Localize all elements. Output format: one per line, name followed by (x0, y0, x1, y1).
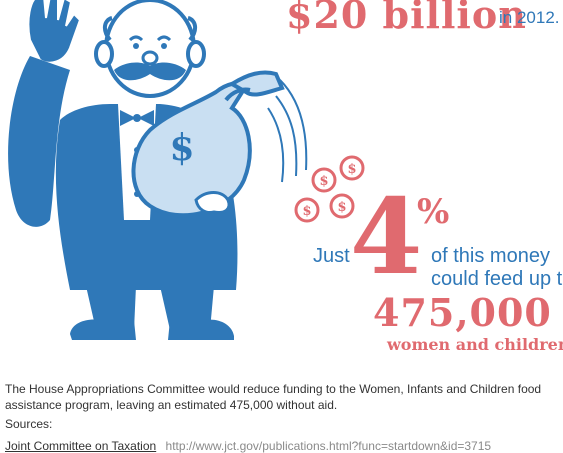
caption-text: The House Appropriations Committee would… (5, 382, 542, 412)
left-arm (8, 56, 70, 227)
coin-icon: $ (294, 197, 320, 223)
just-label: Just (313, 245, 350, 267)
svg-text:$: $ (319, 174, 328, 189)
mustached-man-illustration: $ $ $ $ $ (8, 0, 365, 340)
source-link[interactable]: Joint Committee on Taxation (5, 439, 157, 453)
bag-dollar-symbol: $ (169, 127, 194, 169)
money-bag-icon: $ (131, 70, 285, 218)
percent-sign: % (417, 192, 450, 232)
right-leg (160, 286, 214, 330)
svg-text:$: $ (302, 204, 311, 219)
svg-text:$: $ (347, 162, 356, 177)
left-leg (86, 286, 136, 330)
headline-amount: $20 billion (286, 0, 527, 37)
women-children-label: women and children. (387, 335, 563, 354)
big-percent-digit: 4 (350, 175, 423, 298)
right-shoe (168, 319, 234, 340)
big-number: 475,000 (373, 290, 552, 335)
mustache (114, 62, 186, 81)
money-line-2: could feed up to (431, 268, 563, 290)
headline-year: in 2012. (499, 8, 560, 27)
waving-hand-icon (27, 0, 82, 64)
infographic-panel: $ $ $ $ $ $20 billion in 2012. (8, 0, 563, 354)
right-hand (194, 191, 231, 214)
source-item: Joint Committee on Taxation http://www.j… (5, 439, 491, 453)
sources-label: Sources: (5, 417, 53, 431)
svg-text:$: $ (337, 200, 346, 215)
bow-tie (120, 110, 154, 126)
money-line-1: of this money (431, 245, 550, 267)
coin-icon: $ (311, 167, 337, 193)
source-url[interactable]: http://www.jct.gov/publications.html?fun… (165, 439, 492, 453)
head (104, 0, 196, 98)
left-shoe (70, 319, 136, 340)
coin-icon: $ (339, 155, 365, 181)
coin-icon: $ (329, 193, 355, 219)
